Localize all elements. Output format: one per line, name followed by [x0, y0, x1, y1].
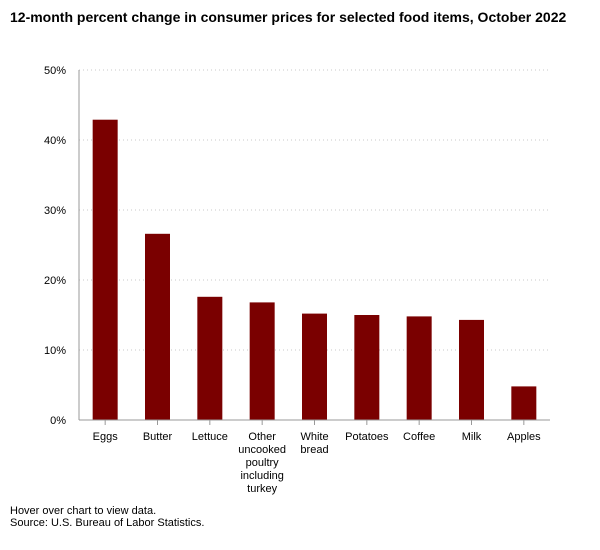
x-tick-label: Lettuce — [192, 431, 228, 443]
x-tick-label: Milk — [462, 431, 482, 443]
bar[interactable] — [92, 119, 118, 420]
x-tick-label: Other — [248, 431, 276, 443]
x-tick-label: White — [300, 431, 328, 443]
y-tick-label: 30% — [44, 205, 66, 217]
x-tick-label: Coffee — [403, 431, 435, 443]
x-tick-label: poultry — [246, 457, 280, 469]
x-tick-label: including — [240, 470, 283, 482]
x-tick-label: Butter — [143, 431, 173, 443]
x-tick-label: Apples — [507, 431, 541, 443]
bar[interactable] — [354, 315, 380, 420]
chart-title: 12-month percent change in consumer pric… — [10, 9, 567, 25]
x-tick-label: bread — [300, 444, 328, 456]
x-tick-label: uncooked — [238, 444, 286, 456]
x-tick-label: Eggs — [93, 431, 119, 443]
y-tick-label: 40% — [44, 135, 66, 147]
source-note: Source: U.S. Bureau of Labor Statistics. — [10, 517, 205, 529]
bar[interactable] — [459, 319, 484, 420]
x-tick-label: turkey — [247, 483, 277, 495]
y-tick-label: 0% — [50, 415, 66, 427]
bar[interactable] — [249, 302, 275, 420]
hover-hint: Hover over chart to view data. — [10, 505, 157, 517]
bar[interactable] — [302, 313, 327, 420]
bar[interactable] — [145, 233, 170, 420]
y-tick-label: 20% — [44, 275, 66, 287]
bar[interactable] — [197, 296, 223, 420]
x-tick-label: Potatoes — [345, 431, 389, 443]
y-tick-label: 10% — [44, 345, 66, 357]
bar[interactable] — [511, 386, 537, 420]
y-tick-label: 50% — [44, 65, 66, 77]
bar[interactable] — [406, 316, 432, 420]
